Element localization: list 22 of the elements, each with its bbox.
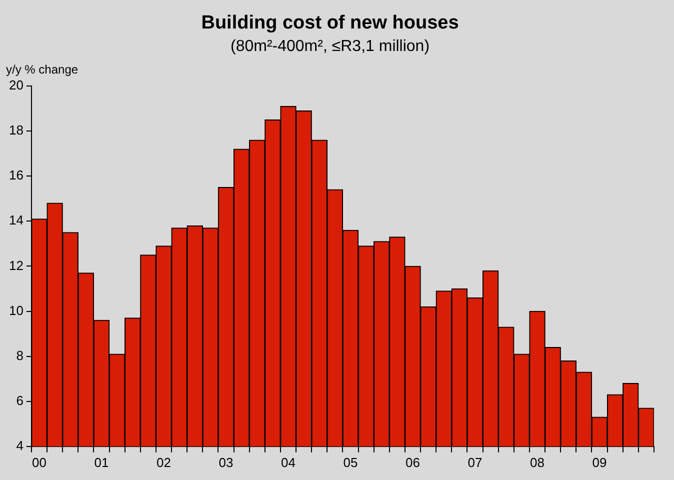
y-tick-label: 18 bbox=[8, 122, 24, 138]
x-tick-label: 06 bbox=[406, 454, 420, 470]
y-tick-label: 4 bbox=[16, 438, 24, 453]
x-tick-label: 03 bbox=[218, 454, 234, 470]
x-tick-label: 04 bbox=[281, 454, 296, 470]
y-tick-label: 8 bbox=[16, 348, 24, 363]
y-tick-label: 6 bbox=[16, 392, 24, 408]
x-tick-label: 05 bbox=[343, 454, 358, 470]
y-tick-label: 20 bbox=[8, 78, 24, 93]
y-tick-label: 12 bbox=[8, 258, 24, 273]
x-tick-label: 01 bbox=[94, 454, 109, 470]
y-tick-label: 10 bbox=[8, 302, 24, 318]
x-tick-label: 02 bbox=[156, 454, 171, 470]
x-tick-label: 09 bbox=[592, 454, 607, 470]
x-tick-label: 00 bbox=[32, 454, 46, 470]
y-axis-title: y/y % change bbox=[6, 62, 78, 76]
x-tick-label: 07 bbox=[468, 454, 482, 470]
x-tick-label: 08 bbox=[530, 454, 545, 470]
y-tick-label: 16 bbox=[8, 168, 24, 183]
y-tick-label: 14 bbox=[8, 212, 24, 228]
chart-subtitle: (80m²-400m², ≤R3,1 million) bbox=[230, 38, 430, 55]
chart-title: Building cost of new houses bbox=[201, 12, 459, 34]
